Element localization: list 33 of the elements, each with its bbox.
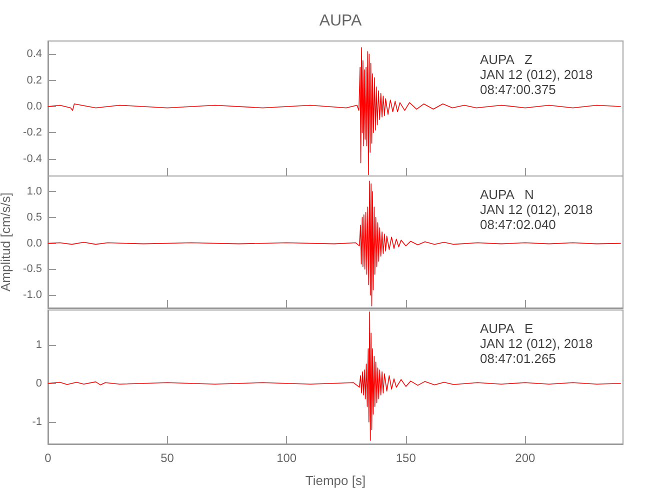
annotation: 08:47:00.375: [480, 82, 556, 97]
line-series: [48, 47, 622, 176]
annotation: AUPA E: [480, 321, 534, 336]
y-tick-label: 0.2: [26, 74, 42, 86]
y-tick-label: -0.5: [23, 263, 42, 276]
annotation: JAN 12 (012), 2018: [480, 67, 593, 82]
y-tick-label: 0.0: [26, 237, 42, 250]
y-tick-label: -1.0: [23, 289, 42, 302]
annotation: JAN 12 (012), 2018: [480, 336, 593, 351]
y-axis-title: Amplitud [cm/s/s]: [0, 192, 14, 292]
annotation: AUPA N: [480, 187, 534, 202]
y-tick-label: 0.0: [26, 100, 42, 113]
line-series: [48, 312, 622, 441]
y-tick-label: 0.4: [26, 48, 42, 60]
annotation: JAN 12 (012), 2018: [480, 202, 593, 217]
x-tick-label: 200: [515, 451, 536, 465]
y-tick-label: 0: [36, 377, 42, 390]
x-tick-label: 150: [396, 451, 416, 465]
annotation: 08:47:02.040: [480, 217, 556, 232]
annotation: AUPA Z: [480, 52, 533, 67]
x-tick-label: 100: [276, 451, 297, 465]
annotation: 08:47:01.265: [480, 351, 556, 366]
y-tick-label: -0.2: [23, 126, 42, 139]
line-series: [48, 180, 622, 306]
x-axis-title: Tiempo [s]: [305, 473, 366, 488]
y-tick-label: 1: [36, 338, 42, 351]
chart-title: AUPA: [319, 12, 362, 30]
y-tick-label: 0.5: [26, 211, 42, 224]
x-tick-label: 50: [160, 451, 174, 465]
y-tick-label: -0.4: [23, 152, 42, 165]
x-tick-label: 0: [44, 451, 52, 465]
y-tick-label: -1: [32, 416, 42, 428]
y-tick-label: 1.0: [26, 186, 42, 198]
